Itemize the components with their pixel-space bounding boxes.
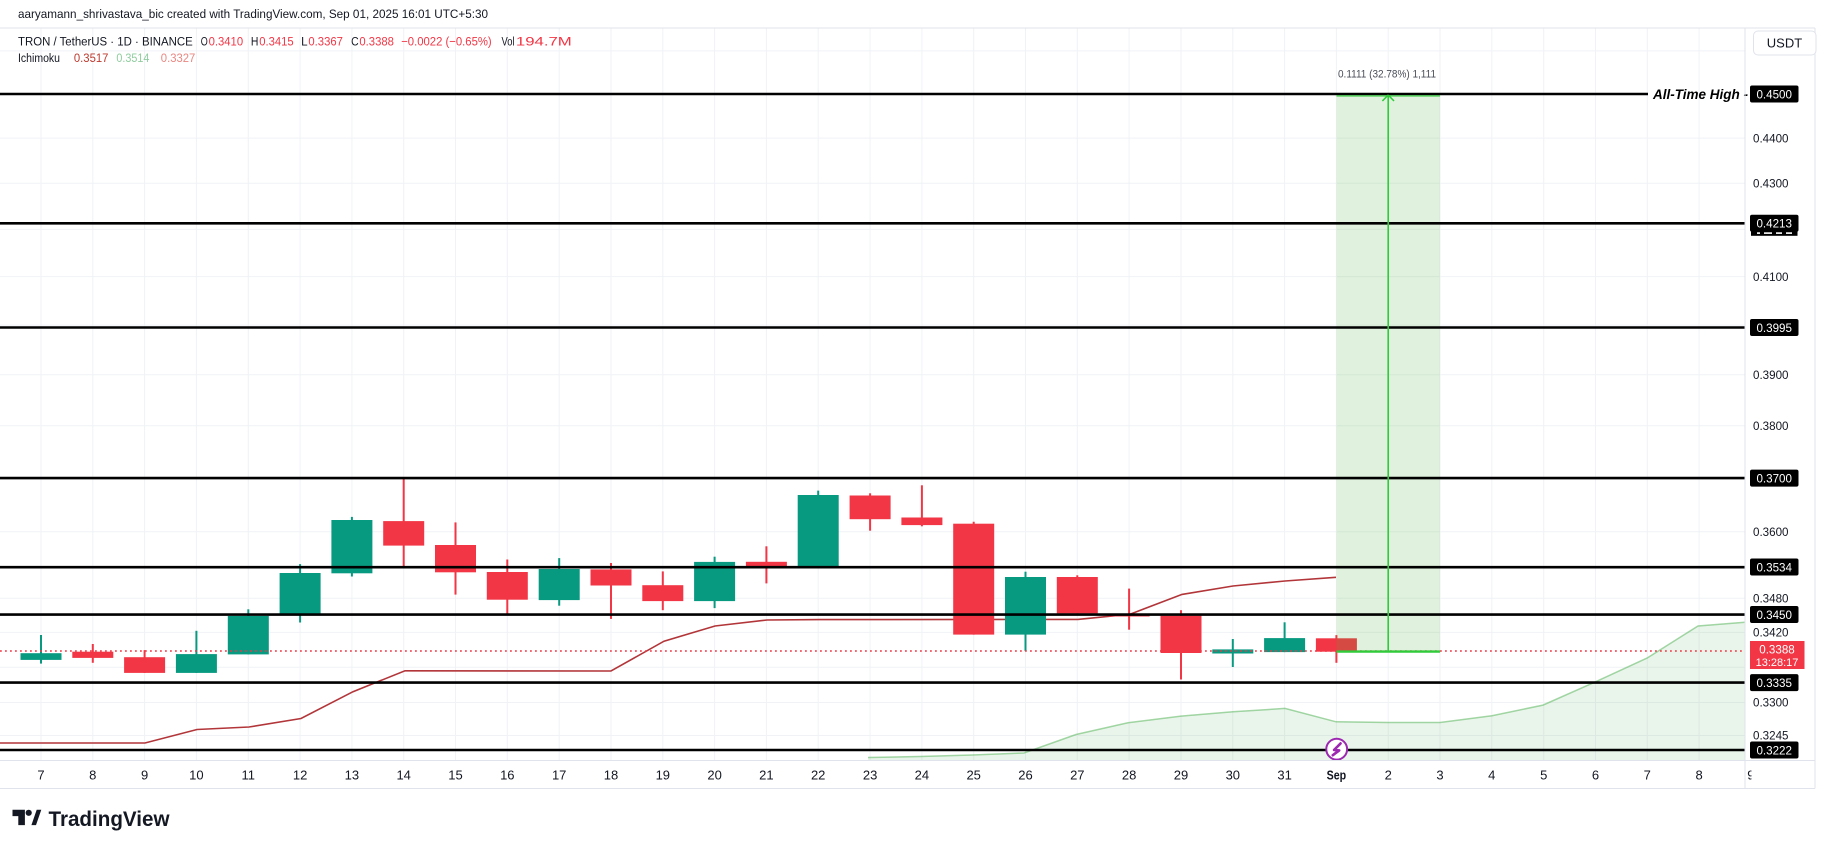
svg-text:−0.0022 (−0.65%): −0.0022 (−0.65%)	[401, 35, 492, 49]
svg-text:0.3410: 0.3410	[209, 35, 244, 49]
svg-text:0.3450: 0.3450	[1756, 608, 1792, 622]
svg-text:0.3900: 0.3900	[1753, 368, 1789, 382]
svg-text:11: 11	[242, 768, 256, 783]
svg-text:26: 26	[1018, 768, 1032, 783]
svg-text:0.3367: 0.3367	[308, 35, 343, 49]
svg-text:4: 4	[1488, 768, 1495, 783]
svg-text:0.4300: 0.4300	[1753, 176, 1789, 190]
svg-text:8: 8	[89, 768, 96, 783]
svg-text:9: 9	[1747, 768, 1754, 783]
svg-text:0.3415: 0.3415	[259, 35, 294, 49]
svg-text:0.3222: 0.3222	[1756, 743, 1792, 757]
svg-text:16: 16	[500, 768, 514, 783]
svg-text:22: 22	[811, 768, 825, 783]
svg-text:8: 8	[1695, 768, 1702, 783]
svg-text:7: 7	[37, 768, 44, 783]
svg-text:13: 13	[345, 768, 359, 783]
svg-text:21: 21	[759, 768, 773, 783]
svg-text:27: 27	[1070, 768, 1084, 783]
svg-text:0.4400: 0.4400	[1753, 131, 1789, 145]
svg-text:15: 15	[448, 768, 462, 783]
svg-text:18: 18	[604, 768, 618, 783]
svg-text:0.3995: 0.3995	[1756, 321, 1792, 335]
svg-text:0.3480: 0.3480	[1753, 592, 1789, 606]
svg-text:0.3534: 0.3534	[1756, 560, 1792, 574]
svg-text:0.3420: 0.3420	[1753, 626, 1789, 640]
svg-text:24: 24	[915, 768, 929, 783]
svg-text:aaryamann_shrivastava_bic crea: aaryamann_shrivastava_bic created with T…	[18, 7, 488, 21]
svg-text:0.3517: 0.3517	[74, 51, 109, 65]
svg-text:2: 2	[1385, 768, 1392, 783]
svg-text:29: 29	[1174, 768, 1188, 783]
svg-text:0.3335: 0.3335	[1756, 676, 1792, 690]
svg-text:Vol: Vol	[502, 35, 515, 49]
svg-text:31: 31	[1277, 768, 1291, 783]
svg-text:O: O	[201, 35, 208, 49]
svg-text:0.3388: 0.3388	[359, 35, 394, 49]
svg-text:0.4213: 0.4213	[1756, 217, 1792, 231]
svg-text:5: 5	[1540, 768, 1547, 783]
svg-text:14: 14	[396, 768, 410, 783]
svg-text:25: 25	[966, 768, 980, 783]
svg-text:0.3700: 0.3700	[1756, 471, 1792, 485]
svg-text:3: 3	[1436, 768, 1443, 783]
svg-text:6: 6	[1592, 768, 1599, 783]
svg-text:30: 30	[1226, 768, 1240, 783]
svg-text:H: H	[251, 35, 259, 49]
svg-text:TradingView: TradingView	[49, 807, 170, 831]
svg-text:28: 28	[1122, 768, 1136, 783]
svg-text:All-Time High -: All-Time High -	[1652, 87, 1749, 102]
svg-text:0.3800: 0.3800	[1753, 419, 1789, 433]
svg-text:0.3388: 0.3388	[1759, 643, 1795, 657]
svg-text:0.3300: 0.3300	[1753, 696, 1789, 710]
svg-text:C: C	[351, 35, 359, 49]
svg-text:194.7M: 194.7M	[516, 35, 572, 49]
svg-text:0.4100: 0.4100	[1753, 270, 1789, 284]
svg-text:0.3245: 0.3245	[1753, 729, 1789, 743]
svg-text:Ichimoku: Ichimoku	[18, 51, 60, 65]
svg-text:20: 20	[707, 768, 721, 783]
svg-text:USDT: USDT	[1767, 36, 1802, 51]
svg-text:0.3327: 0.3327	[161, 51, 196, 65]
svg-text:0.3514: 0.3514	[116, 51, 149, 65]
svg-text:12: 12	[293, 768, 307, 783]
svg-text:10: 10	[189, 768, 203, 783]
svg-text:7: 7	[1644, 768, 1651, 783]
svg-text:23: 23	[863, 768, 877, 783]
svg-text:L: L	[301, 35, 308, 49]
svg-text:Sep: Sep	[1327, 768, 1347, 783]
svg-text:TRON / TetherUS · 1D · BINANCE: TRON / TetherUS · 1D · BINANCE	[18, 35, 193, 49]
svg-text:13:28:17: 13:28:17	[1756, 657, 1799, 669]
svg-text:0.1111 (32.78%) 1,111: 0.1111 (32.78%) 1,111	[1338, 69, 1436, 81]
svg-text:19: 19	[656, 768, 670, 783]
svg-text:0.3600: 0.3600	[1753, 525, 1789, 539]
svg-text:9: 9	[141, 768, 148, 783]
svg-text:0.4500: 0.4500	[1756, 87, 1792, 101]
svg-text:17: 17	[552, 768, 566, 783]
